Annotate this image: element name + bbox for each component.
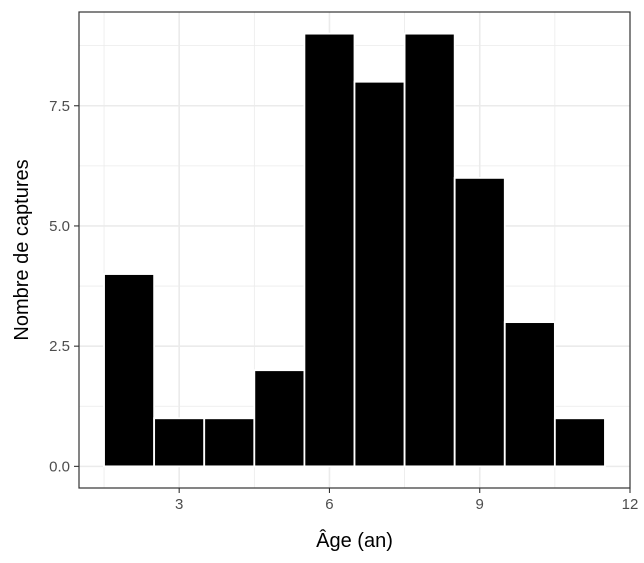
y-tick-label: 5.0 (49, 218, 70, 235)
histogram-bar (453, 176, 506, 468)
y-tick-label: 0.0 (49, 458, 70, 475)
histogram-bar (303, 32, 356, 468)
histogram-bar (103, 273, 156, 468)
x-tick-label: 9 (476, 496, 484, 513)
histogram-bar (153, 417, 206, 468)
y-axis: 0.0 2.5 5.0 7.5 (49, 98, 79, 475)
histogram-bar (503, 321, 556, 468)
x-axis-title: Âge (an) (316, 529, 393, 552)
histogram-bar (553, 417, 606, 468)
x-axis: 3 6 9 12 (175, 488, 638, 513)
histogram-bar (253, 369, 306, 468)
histogram-bar (203, 417, 256, 468)
x-tick-label: 6 (325, 496, 333, 513)
y-tick-label: 7.5 (49, 98, 70, 115)
histogram-bars (103, 32, 606, 468)
histogram-bar (353, 80, 406, 468)
x-tick-label: 3 (175, 496, 183, 513)
panel-border (78, 11, 631, 489)
x-tick-label: 12 (622, 496, 639, 513)
y-tick-label: 2.5 (49, 338, 70, 355)
y-axis-title: Nombre de captures (11, 159, 33, 340)
histogram-bar (403, 32, 456, 468)
